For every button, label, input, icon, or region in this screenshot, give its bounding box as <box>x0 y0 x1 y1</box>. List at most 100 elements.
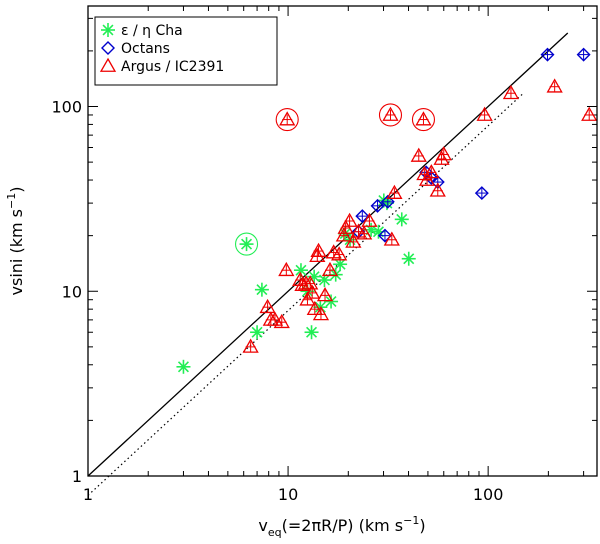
argus-point <box>386 184 403 199</box>
argus-point <box>476 106 493 121</box>
argus-point <box>502 84 520 100</box>
diamond-shape <box>474 186 489 201</box>
argus-point <box>275 108 299 132</box>
argus-point <box>429 182 446 197</box>
x-tick-label: 100 <box>473 485 504 504</box>
triangle-shape <box>423 164 440 179</box>
diamond-shape <box>540 47 555 62</box>
triangle-shape <box>266 311 284 326</box>
cha-point <box>250 325 265 340</box>
triangle-shape <box>279 111 296 126</box>
argus-point <box>383 231 400 246</box>
legend-label: ε / η Cha <box>121 23 183 39</box>
argus-point <box>306 300 323 316</box>
y-tick-label: 1 <box>72 467 82 486</box>
cha-point <box>317 273 332 288</box>
cha-point <box>234 232 259 256</box>
octans-point <box>370 198 385 213</box>
triangle-shape <box>356 225 373 240</box>
argus-point <box>361 212 378 227</box>
plot-frame <box>87 5 598 477</box>
legend-label: Argus / IC2391 <box>121 59 224 75</box>
triangle-shape <box>299 291 316 306</box>
triangle-shape <box>415 111 432 126</box>
legend-label: Octans <box>121 41 170 57</box>
argus-point <box>581 106 598 121</box>
cha-point <box>324 294 339 309</box>
triangle-shape <box>361 212 378 227</box>
argus-point <box>335 227 352 242</box>
x-tick-label: 10 <box>278 485 298 504</box>
asterisk-stroke <box>102 24 114 36</box>
argus-point <box>259 298 276 314</box>
triangle-shape <box>331 246 348 261</box>
argus-point <box>418 171 436 186</box>
legend-box <box>94 16 278 86</box>
triangle-shape <box>418 171 436 186</box>
cha-point <box>254 282 269 297</box>
diamond-shape <box>370 198 385 213</box>
triangle-shape <box>337 219 354 234</box>
triangle-shape <box>386 184 403 199</box>
tick-labels: 1 10 100 1 10 100 <box>51 98 503 504</box>
cha-point <box>328 267 343 282</box>
outlier-circle <box>275 108 299 132</box>
cha-point <box>394 212 409 227</box>
triangle-shape <box>99 57 117 72</box>
triangle-shape <box>435 146 452 161</box>
outlier-circle <box>234 232 259 256</box>
triangle-shape <box>410 147 427 162</box>
argus-point <box>278 261 295 277</box>
legend-marker-triangle <box>99 57 117 72</box>
triangle-shape <box>345 233 362 248</box>
triangle-shape <box>383 231 400 246</box>
triangle-shape <box>278 261 295 277</box>
argus-point <box>345 233 362 248</box>
cha-point <box>401 251 416 266</box>
data-points <box>176 47 598 374</box>
triangle-shape <box>312 306 330 321</box>
triangle-shape <box>309 247 326 262</box>
cha-point <box>304 325 319 340</box>
argus-point <box>312 306 330 321</box>
triangle-shape <box>321 261 339 277</box>
triangle-shape <box>335 227 352 242</box>
triangle-shape <box>341 212 358 227</box>
argus-point <box>337 219 354 234</box>
triangle-shape <box>581 106 598 121</box>
argus-point <box>242 338 259 353</box>
triangle-shape <box>382 106 399 121</box>
argus-point <box>411 108 436 132</box>
triangle-shape <box>304 284 321 299</box>
octans-point <box>377 228 392 243</box>
x-tick-label: 1 <box>83 485 93 504</box>
argus-point <box>331 246 348 261</box>
triangle-shape <box>259 298 276 314</box>
cha-point <box>176 359 191 374</box>
triangle-shape <box>273 313 290 329</box>
argus-point <box>423 164 440 179</box>
triangle-shape <box>476 106 493 121</box>
triangle-shape <box>310 242 327 257</box>
legend-marker-diamond <box>101 41 115 55</box>
diamond-shape <box>355 209 370 224</box>
argus-point <box>321 261 339 277</box>
legend-marker-asterisk <box>101 23 115 37</box>
octans-point <box>474 186 489 201</box>
legend: ε / η Cha Octans Argus / IC2391 <box>94 16 278 86</box>
outlier-circle <box>411 108 436 132</box>
diamond-shape <box>380 194 395 209</box>
argus-point <box>304 284 321 299</box>
argus-point <box>273 313 290 329</box>
argus-point <box>546 78 563 93</box>
argus-point <box>410 147 427 162</box>
triangle-shape <box>242 338 259 353</box>
y-tick-label: 100 <box>51 98 82 117</box>
argus-point <box>316 287 334 302</box>
triangle-shape <box>306 300 323 316</box>
argus-point <box>310 242 327 257</box>
argus-point <box>299 291 316 306</box>
x-axis-title: veq(=2πR/P) (km s−1) <box>258 514 425 539</box>
triangle-shape <box>429 182 446 197</box>
